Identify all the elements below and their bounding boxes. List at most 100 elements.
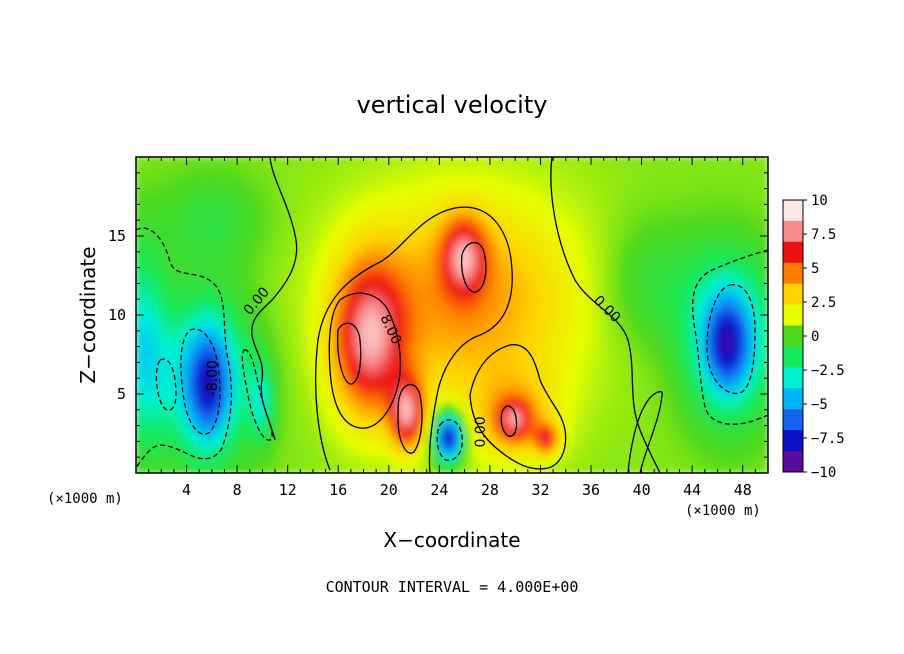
field-cell [419, 333, 428, 341]
field-cell [533, 225, 542, 234]
field-cell [697, 377, 706, 386]
field-cell [394, 225, 403, 234]
field-cell [470, 175, 478, 183]
field-cell [558, 175, 567, 183]
field-cell [653, 257, 662, 266]
field-cell [653, 434, 662, 442]
field-cell [400, 157, 409, 164]
field-cell [350, 459, 358, 468]
field-cell [470, 200, 478, 209]
field-cell [318, 346, 327, 354]
field-cell [388, 428, 396, 436]
field-cell [141, 440, 150, 449]
field-cell [299, 213, 308, 221]
field-cell [539, 358, 548, 367]
field-cell [350, 352, 358, 360]
field-cell [552, 200, 561, 209]
field-cell [268, 371, 276, 379]
field-cell [388, 175, 396, 183]
field-cell [742, 396, 750, 405]
field-cell [622, 282, 630, 291]
field-cell [299, 162, 308, 171]
field-cell [628, 181, 636, 190]
field-cell [464, 301, 472, 310]
field-cell [136, 289, 143, 297]
field-cell [514, 434, 523, 442]
field-cell [685, 447, 693, 455]
field-cell [729, 415, 737, 424]
field-cell [325, 320, 333, 329]
field-cell [735, 358, 744, 367]
field-cell [647, 295, 655, 303]
field-cell [356, 308, 365, 316]
field-cell [742, 390, 750, 398]
field-cell [242, 181, 251, 190]
field-cell [483, 415, 491, 424]
field-cell [539, 157, 548, 164]
field-cell [400, 295, 409, 303]
field-cell [659, 459, 668, 468]
field-cell [691, 409, 700, 417]
field-cell [622, 320, 630, 329]
field-cell [704, 459, 712, 468]
field-cell [464, 244, 472, 253]
field-cell [160, 157, 169, 164]
field-cell [571, 263, 579, 272]
field-cell [438, 301, 447, 310]
field-cell [394, 371, 403, 379]
field-cell [407, 225, 415, 234]
field-cell [293, 440, 301, 449]
field-cell [552, 466, 561, 473]
field-cell [590, 352, 598, 360]
field-cell [167, 175, 175, 183]
field-cell [331, 352, 339, 360]
field-cell [615, 327, 624, 335]
field-cell [331, 358, 339, 367]
field-cell [312, 415, 320, 424]
field-cell [173, 295, 181, 303]
field-cell [198, 421, 207, 430]
field-cell [590, 390, 598, 398]
field-cell [432, 346, 440, 354]
field-cell [179, 409, 188, 417]
field-cell [647, 225, 655, 234]
field-cell [527, 466, 535, 473]
field-cell [337, 453, 346, 461]
plot-area: 0.00 0.008.000.00-8.00 4 8 12 16 20 24 28 32 36 40… [108, 156, 769, 499]
field-cell [520, 466, 529, 473]
field-cell [552, 364, 561, 373]
field-cell [280, 169, 289, 177]
field-cell [230, 188, 238, 196]
field-cell [470, 459, 478, 468]
field-cell [287, 157, 295, 164]
field-cell [445, 396, 453, 405]
field-cell [236, 169, 245, 177]
field-cell [325, 213, 333, 221]
field-cell [457, 238, 466, 247]
field-cell [596, 289, 605, 297]
field-cell [167, 409, 175, 417]
field-cell [735, 276, 744, 284]
field-cell [432, 371, 440, 379]
field-cell [508, 453, 516, 461]
field-cell [628, 219, 636, 228]
field-cell [160, 428, 169, 436]
field-cell [508, 383, 516, 392]
field-cell [653, 327, 662, 335]
field-cell [527, 459, 535, 468]
field-cell [716, 263, 725, 272]
field-cell [565, 409, 573, 417]
field-cell [369, 371, 377, 379]
field-cell [293, 270, 301, 278]
field-cell [337, 181, 346, 190]
field-cell [704, 396, 712, 405]
field-cell [457, 301, 466, 310]
field-cell [369, 188, 377, 196]
field-cell [729, 383, 737, 392]
field-cell [426, 232, 434, 240]
field-cell [261, 276, 270, 284]
field-cell [280, 396, 289, 405]
field-cell [192, 175, 200, 183]
field-cell [704, 213, 712, 221]
field-cell [356, 434, 365, 442]
